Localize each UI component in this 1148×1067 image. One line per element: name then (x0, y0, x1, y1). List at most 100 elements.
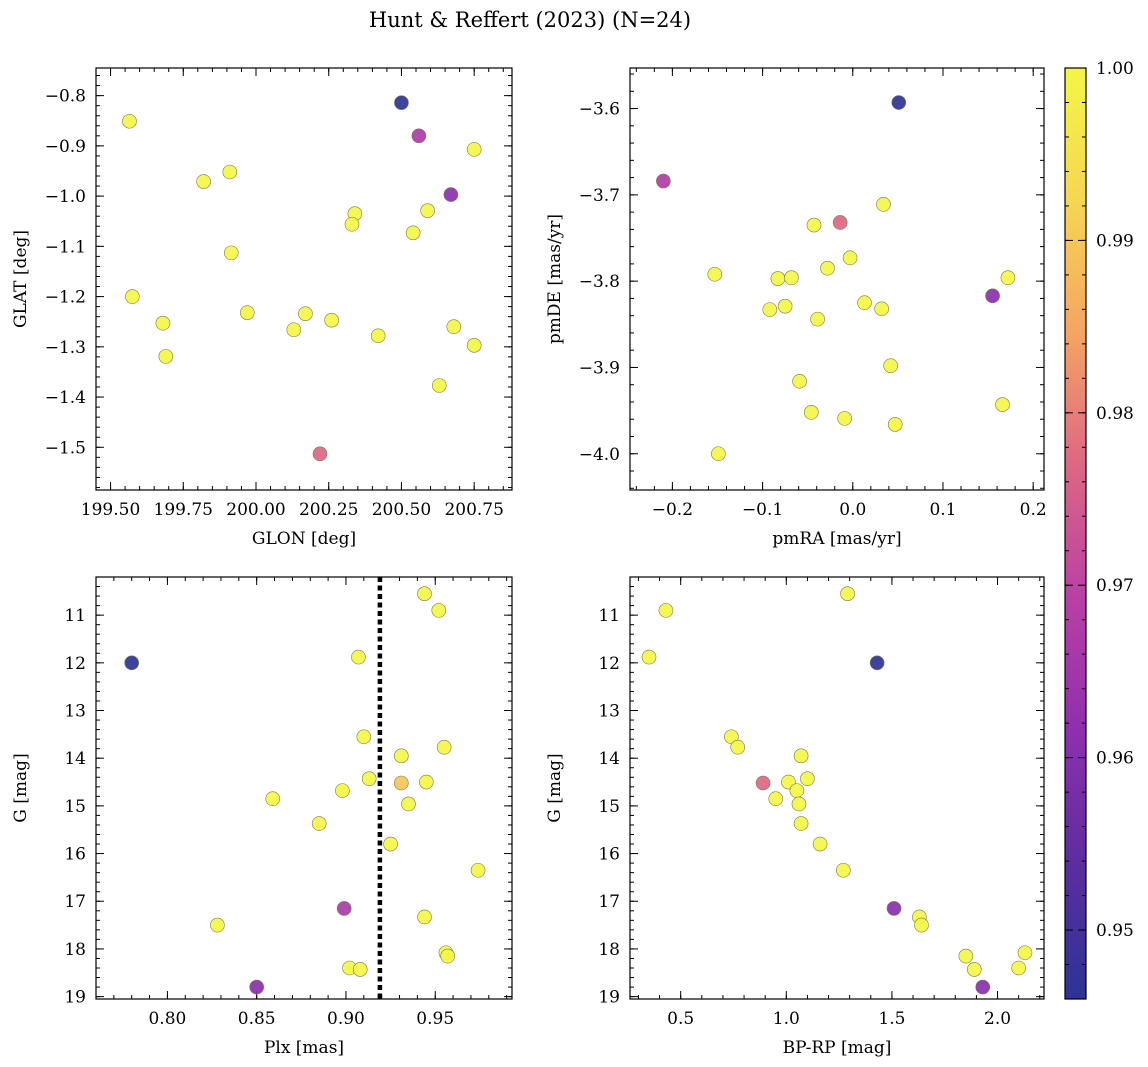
x-tick-label: 2.0 (984, 1009, 1011, 1029)
x-tick-label: 0.1 (929, 500, 956, 520)
y-tick-label: 18 (598, 940, 620, 960)
y-tick-label: −1.3 (45, 338, 86, 358)
data-point (196, 174, 211, 189)
y-tick-label: 12 (64, 654, 86, 674)
data-point (155, 315, 171, 331)
data-point (820, 260, 835, 276)
data-point (641, 649, 657, 665)
data-point (842, 250, 858, 266)
y-tick-label: 11 (64, 606, 86, 626)
y-tick-label: −3.8 (579, 272, 620, 292)
data-point (768, 791, 784, 807)
data-point (446, 319, 462, 335)
minor-ticks (630, 68, 1044, 490)
data-point (158, 349, 174, 364)
data-point (394, 95, 409, 110)
y-tick-label: 13 (64, 702, 86, 722)
x-tick-label: 0.5 (667, 1009, 694, 1029)
x-tick-label: 0.85 (238, 1009, 276, 1029)
x-tick-label: 0.2 (1020, 500, 1047, 520)
data-point (405, 225, 421, 241)
data-point (440, 948, 456, 964)
panel-glon-glat: 199.50 199.75 200.00 200.25 200.50 200.75 −1.5… (11, 67, 513, 549)
data-point (803, 405, 819, 420)
data-point (837, 411, 852, 426)
data-point (356, 729, 372, 745)
data-point (958, 948, 974, 964)
colorbar-tick-label: 0.98 (1096, 404, 1134, 424)
colorbar-tick-label: 0.97 (1096, 576, 1134, 596)
data-point (122, 113, 137, 129)
data-point (210, 917, 225, 933)
y-tick-label: −1.4 (45, 388, 86, 408)
x-tick-label: 199.50 (81, 500, 140, 520)
data-point (793, 816, 809, 831)
data-point (832, 215, 848, 230)
axes-frame (629, 576, 1045, 1000)
x-axis-label: Plx [mas] (264, 1038, 344, 1058)
y-tick-label: −0.8 (45, 87, 86, 107)
panel-plx-g: 0.80 0.85 0.90 0.95 11 12 13 14 15 16 17 18 19 Plx [m… (11, 576, 513, 1058)
y-tick-label: 15 (64, 797, 86, 817)
data-point (222, 164, 238, 180)
y-tick-label: −1.5 (45, 438, 86, 458)
minor-ticks (95, 576, 512, 999)
y-axis-label: G [mag] (11, 753, 31, 822)
y-tick-label: 17 (598, 892, 620, 912)
data-point (730, 739, 746, 755)
data-point (417, 586, 432, 601)
x-tick-label: 0.0 (839, 500, 866, 520)
data-point (975, 979, 991, 995)
y-tick-label: 15 (598, 797, 620, 817)
data-point (840, 586, 855, 601)
data-point (792, 373, 807, 389)
data-point (966, 962, 982, 977)
data-point (985, 288, 1000, 304)
data-point (914, 917, 929, 933)
x-tick-label: 0.90 (327, 1009, 365, 1029)
axes-frame (629, 67, 1045, 491)
data-point (789, 783, 805, 798)
y-tick-label: 16 (64, 845, 86, 865)
x-tick-label: 1.0 (773, 1009, 800, 1029)
x-tick-label: 199.75 (154, 500, 213, 520)
y-tick-label: −1.0 (45, 187, 86, 207)
colorbar-tick-label: 0.99 (1096, 231, 1134, 251)
data-point (810, 311, 825, 327)
y-tick-label: −0.9 (45, 137, 86, 157)
data-point (352, 962, 368, 977)
y-tick-label: 11 (598, 606, 620, 626)
data-point (249, 979, 264, 995)
x-tick-label: 200.25 (299, 500, 358, 520)
colorbar-tick-label: 0.95 (1096, 921, 1134, 941)
data-point (656, 173, 671, 189)
data-point (762, 302, 778, 317)
data-point (836, 862, 851, 878)
data-point (265, 791, 281, 807)
data-point (312, 446, 328, 462)
data-point (891, 95, 907, 110)
data-point (336, 901, 352, 916)
data-point (883, 358, 898, 374)
data-point (874, 301, 889, 317)
data-point (361, 771, 377, 787)
data-point (351, 649, 366, 665)
data-point (791, 796, 807, 812)
data-point (443, 187, 459, 202)
data-point (777, 298, 793, 314)
axes-frame (95, 67, 513, 491)
x-tick-label: 0.95 (416, 1009, 454, 1029)
data-point (812, 836, 828, 852)
y-tick-label: −1.1 (45, 237, 86, 257)
x-axis-label: GLON [deg] (252, 529, 356, 549)
data-point (419, 774, 434, 790)
panel-bprp-g: 0.5 1.0 1.5 2.0 11 12 13 14 15 16 17 18 19 BP-RP [mag… (545, 576, 1045, 1058)
data-point (286, 322, 302, 338)
colorbar-tick-label: 1.00 (1096, 59, 1134, 79)
y-tick-label: −1.2 (45, 288, 86, 308)
y-tick-label: 17 (64, 892, 86, 912)
data-point (431, 378, 447, 393)
minor-ticks (95, 68, 512, 490)
data-point (394, 775, 409, 791)
